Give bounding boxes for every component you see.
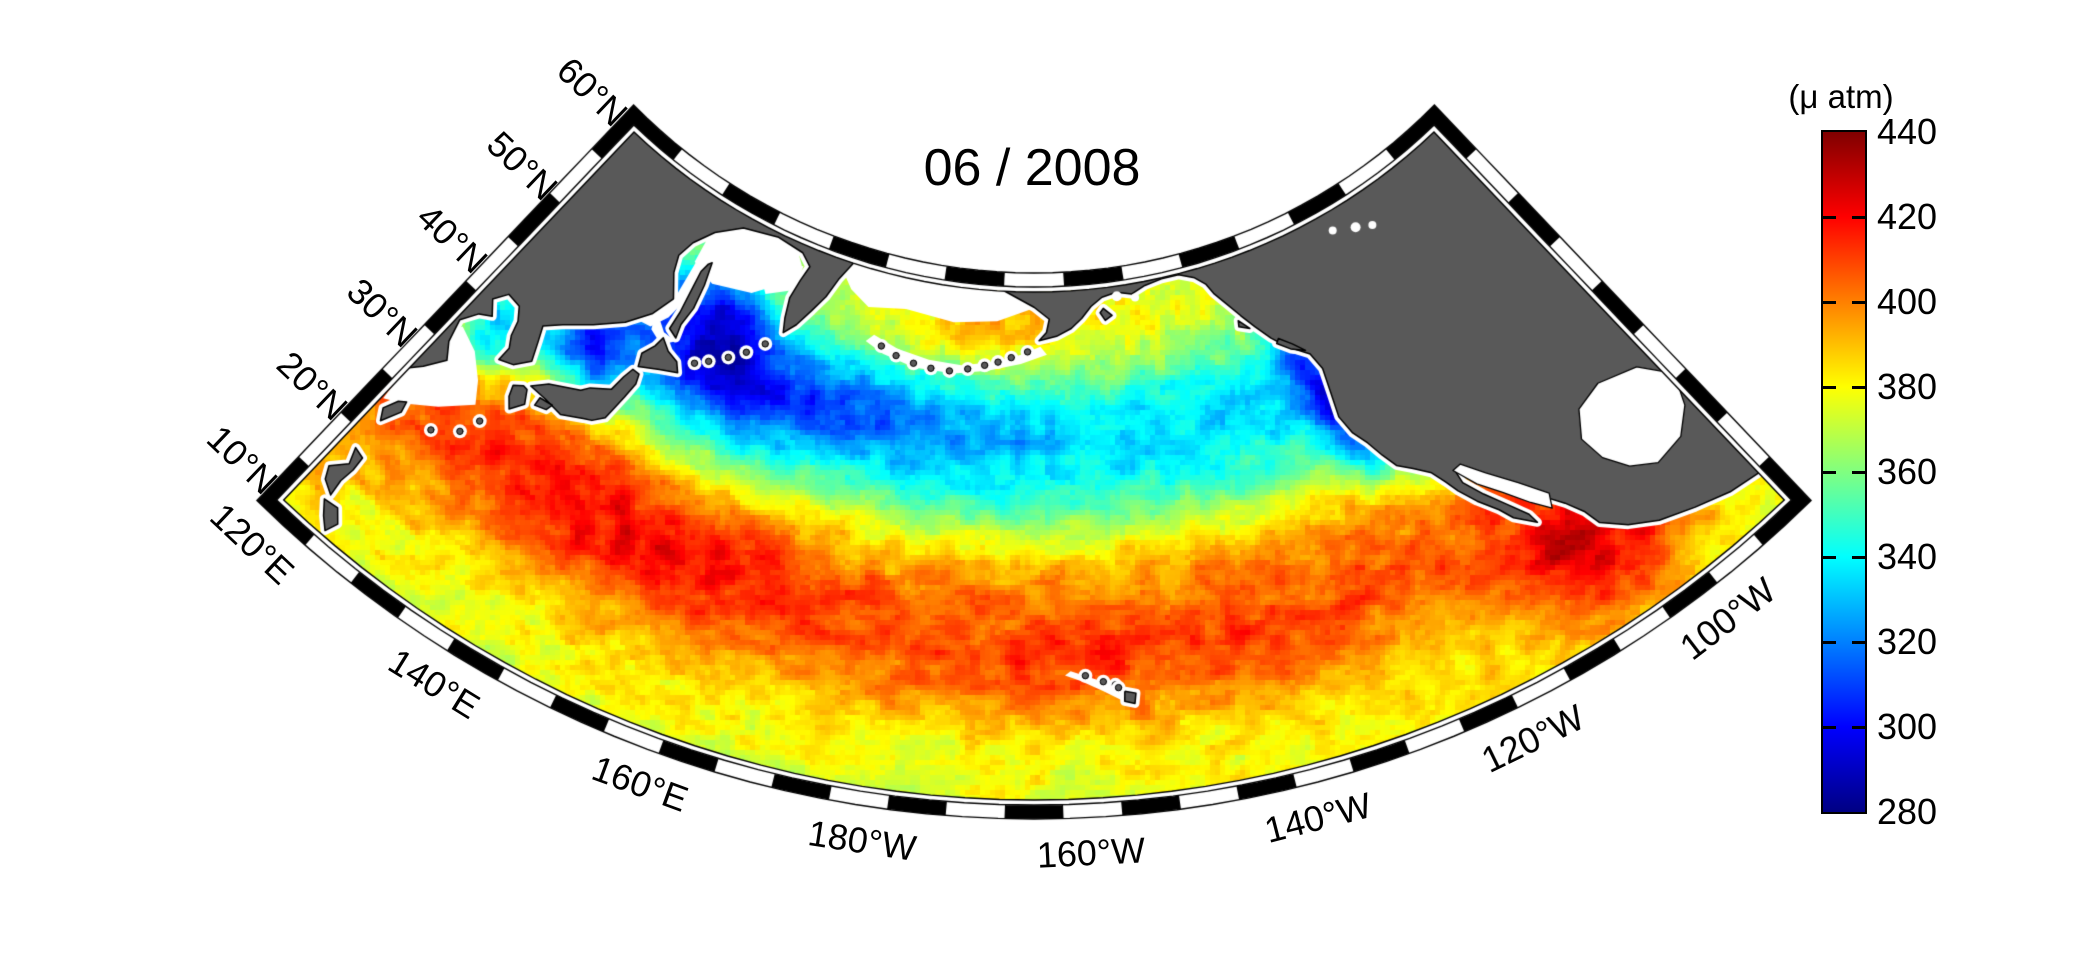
colorbar-tick-label-360: 360 (1877, 451, 1938, 492)
colorbar-unit-label: (μ atm) (1788, 78, 1894, 115)
colorbar-tick-label-400: 400 (1877, 281, 1938, 322)
colorbar-tick-mark-340 (1823, 555, 1836, 559)
lon-label-160w: 160°W (1036, 828, 1147, 876)
colorbar-tick-label-340: 340 (1877, 536, 1938, 577)
colorbar-tick-mark-300 (1823, 725, 1836, 729)
colorbar-tick-mark-360 (1823, 470, 1836, 474)
colorbar-tick-mark-360 (1852, 470, 1865, 474)
colorbar-tick-mark-420 (1852, 215, 1865, 219)
colorbar (1821, 130, 1867, 814)
colorbar-tick-mark-400 (1852, 300, 1865, 304)
colorbar-tick-label-280: 280 (1877, 791, 1938, 832)
colorbar-tick-label-300: 300 (1877, 706, 1938, 747)
colorbar-tick-label-320: 320 (1877, 621, 1938, 662)
colorbar-tick-mark-400 (1823, 300, 1836, 304)
colorbar-tick-mark-380 (1852, 385, 1865, 389)
map-title: 06 / 2008 (923, 139, 1141, 197)
colorbar-tick-label-420: 420 (1877, 196, 1938, 237)
colorbar-tick-mark-300 (1852, 725, 1865, 729)
colorbar-tick-mark-380 (1823, 385, 1836, 389)
colorbar-tick-label-380: 380 (1877, 366, 1938, 407)
colorbar-tick-mark-320 (1823, 640, 1836, 644)
colorbar-tick-mark-420 (1823, 215, 1836, 219)
colorbar-tick-label-440: 440 (1877, 111, 1938, 152)
colorbar-tick-mark-340 (1852, 555, 1865, 559)
colorbar-tick-mark-320 (1852, 640, 1865, 644)
